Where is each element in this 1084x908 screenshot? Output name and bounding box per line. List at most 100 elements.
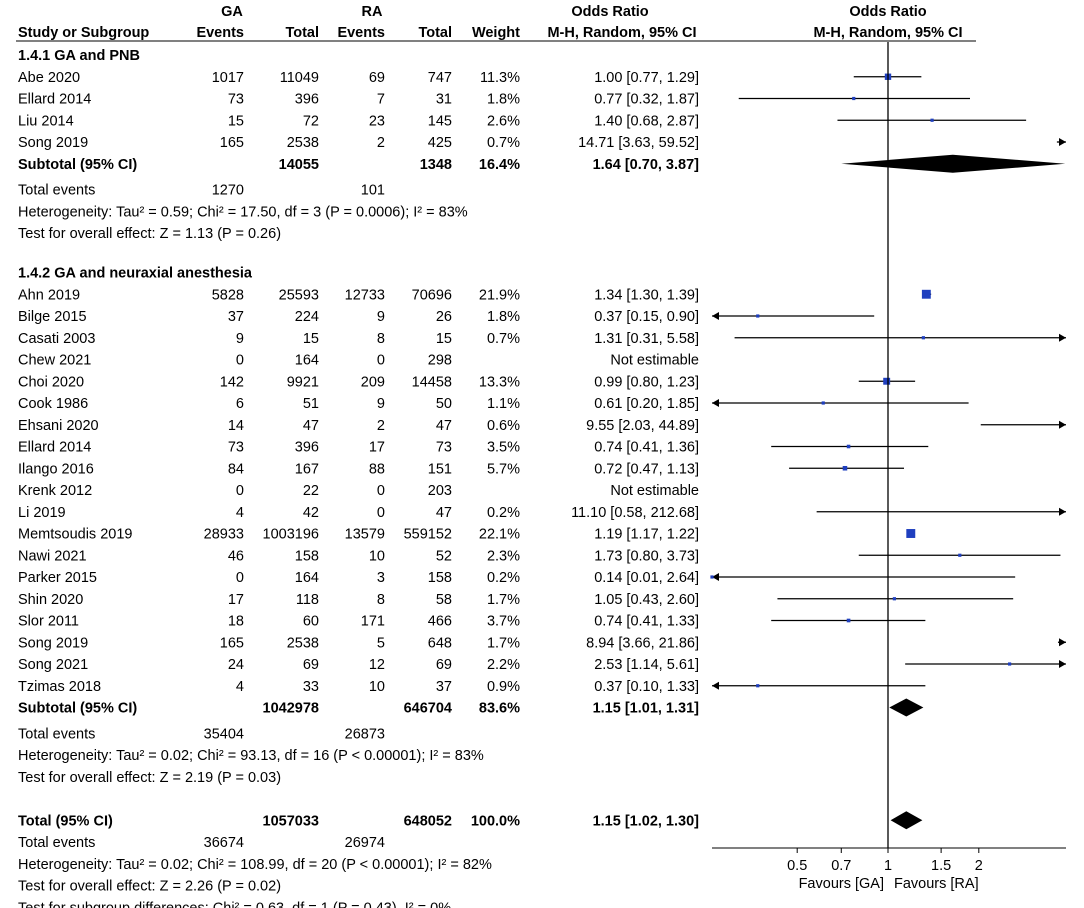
overall-effect-text: Test for overall effect: Z = 1.13 (P = 0…: [18, 226, 281, 242]
total-ga: 72: [303, 113, 319, 129]
study-name: Parker 2015: [18, 570, 97, 586]
subtotal-weight: 16.4%: [479, 157, 520, 173]
study-marker: [846, 444, 851, 449]
total-events-label: Total events: [18, 183, 95, 199]
odds-ratio-ci: 9.55 [2.03, 44.89]: [586, 418, 699, 434]
study-name: Tzimas 2018: [18, 679, 101, 695]
header-weight: Weight: [472, 25, 520, 41]
total-ra: 52: [436, 548, 452, 564]
pooled-diamond: [890, 811, 923, 830]
odds-ratio-ci: 1.73 [0.80, 3.73]: [594, 548, 699, 564]
overall-total-ga: 1057033: [263, 813, 319, 829]
events-ra: 0: [377, 505, 385, 521]
ci-arrow: [1059, 333, 1066, 342]
overall-total-events-label: Total events: [18, 835, 95, 851]
study-name: Cook 1986: [18, 396, 88, 412]
total-ga: 164: [295, 570, 319, 586]
total-ra: 15: [436, 331, 452, 347]
odds-ratio-ci: 1.19 [1.17, 1.22]: [594, 527, 699, 543]
study-marker: [921, 289, 931, 299]
odds-ratio-ci: 0.37 [0.15, 0.90]: [594, 309, 699, 325]
events-ra: 13579: [345, 527, 385, 543]
weight-value: 21.9%: [479, 287, 520, 303]
total-ga: 22: [303, 483, 319, 499]
events-ra: 5: [377, 635, 385, 651]
axis-tick-label: 2: [975, 858, 983, 874]
overall-total-ra: 648052: [404, 813, 452, 829]
total-ra: 747: [428, 70, 452, 86]
events-ra: 9: [377, 309, 385, 325]
ci-arrow: [712, 681, 719, 690]
events-ga: 165: [220, 635, 244, 651]
events-ga: 142: [220, 374, 244, 390]
total-ga: 47: [303, 418, 319, 434]
events-ga: 9: [236, 331, 244, 347]
total-ga: 167: [295, 461, 319, 477]
total-events-ra: 26873: [345, 726, 385, 742]
weight-value: 1.7%: [487, 592, 520, 608]
total-events-label: Total events: [18, 726, 95, 742]
study-marker: [958, 553, 962, 557]
study-name: Memtsoudis 2019: [18, 527, 132, 543]
events-ra: 8: [377, 331, 385, 347]
study-name: Abe 2020: [18, 70, 80, 86]
weight-value: 2.2%: [487, 657, 520, 673]
study-name: Choi 2020: [18, 374, 84, 390]
overall-effect-text: Test for overall effect: Z = 2.19 (P = 0…: [18, 770, 281, 786]
subtotal-weight: 83.6%: [479, 701, 520, 717]
study-marker: [921, 336, 925, 340]
subtotal-total-ga: 14055: [279, 157, 319, 173]
study-name: Bilge 2015: [18, 309, 87, 325]
weight-value: 0.2%: [487, 505, 520, 521]
favours-left-label: Favours [GA]: [799, 876, 884, 892]
odds-ratio-ci: 1.05 [0.43, 2.60]: [594, 592, 699, 608]
weight-value: 0.7%: [487, 331, 520, 347]
weight-value: 13.3%: [479, 374, 520, 390]
pooled-diamond: [889, 698, 924, 717]
events-ra: 69: [369, 70, 385, 86]
study-name: Slor 2011: [18, 614, 79, 630]
odds-ratio-ci: 0.14 [0.01, 2.64]: [594, 570, 699, 586]
header-events-ra: Events: [337, 25, 385, 41]
odds-ratio-ci: 0.99 [0.80, 1.23]: [594, 374, 699, 390]
events-ra: 10: [369, 679, 385, 695]
total-ra: 26: [436, 309, 452, 325]
study-marker: [892, 597, 896, 601]
axis-tick-label: 0.5: [787, 858, 807, 874]
heterogeneity-text: Heterogeneity: Tau² = 0.02; Chi² = 93.13…: [18, 748, 484, 764]
weight-value: 0.7%: [487, 135, 520, 151]
total-ra: 559152: [404, 527, 452, 543]
overall-total-events-ra: 26974: [345, 835, 385, 851]
subtotal-ci: 1.15 [1.01, 1.31]: [593, 701, 700, 717]
ci-arrow: [712, 573, 719, 581]
weight-value: 3.7%: [487, 614, 520, 630]
total-ra: 73: [436, 440, 452, 456]
study-marker: [756, 684, 760, 688]
study-name: Ahn 2019: [18, 287, 80, 303]
events-ga: 14: [228, 418, 244, 434]
total-ga: 11049: [280, 70, 319, 86]
total-ra: 158: [428, 570, 452, 586]
weight-value: 1.7%: [487, 635, 520, 651]
events-ra: 2: [377, 418, 385, 434]
odds-ratio-ci: 8.94 [3.66, 21.86]: [586, 635, 699, 651]
study-name: Casati 2003: [18, 331, 95, 347]
events-ga: 15: [228, 113, 244, 129]
header-total-ra: Total: [418, 25, 452, 41]
study-name: Song 2019: [18, 635, 88, 651]
events-ga: 4: [236, 505, 244, 521]
axis-tick-label: 1: [884, 858, 892, 874]
subtotal-total-ra: 1348: [420, 157, 452, 173]
study-name: Nawi 2021: [18, 548, 87, 564]
axis-tick-label: 0.7: [831, 858, 851, 874]
total-ra: 37: [436, 679, 452, 695]
study-name: Ellard 2014: [18, 440, 91, 456]
study-name: Krenk 2012: [18, 483, 92, 499]
events-ga: 1017: [212, 70, 244, 86]
odds-ratio-ci: 0.74 [0.41, 1.33]: [594, 614, 699, 630]
ci-arrow: [1059, 660, 1066, 668]
odds-ratio-ci: 0.61 [0.20, 1.85]: [594, 396, 699, 412]
weight-value: 3.5%: [487, 440, 520, 456]
study-name: Ellard 2014: [18, 92, 91, 108]
events-ra: 10: [369, 548, 385, 564]
